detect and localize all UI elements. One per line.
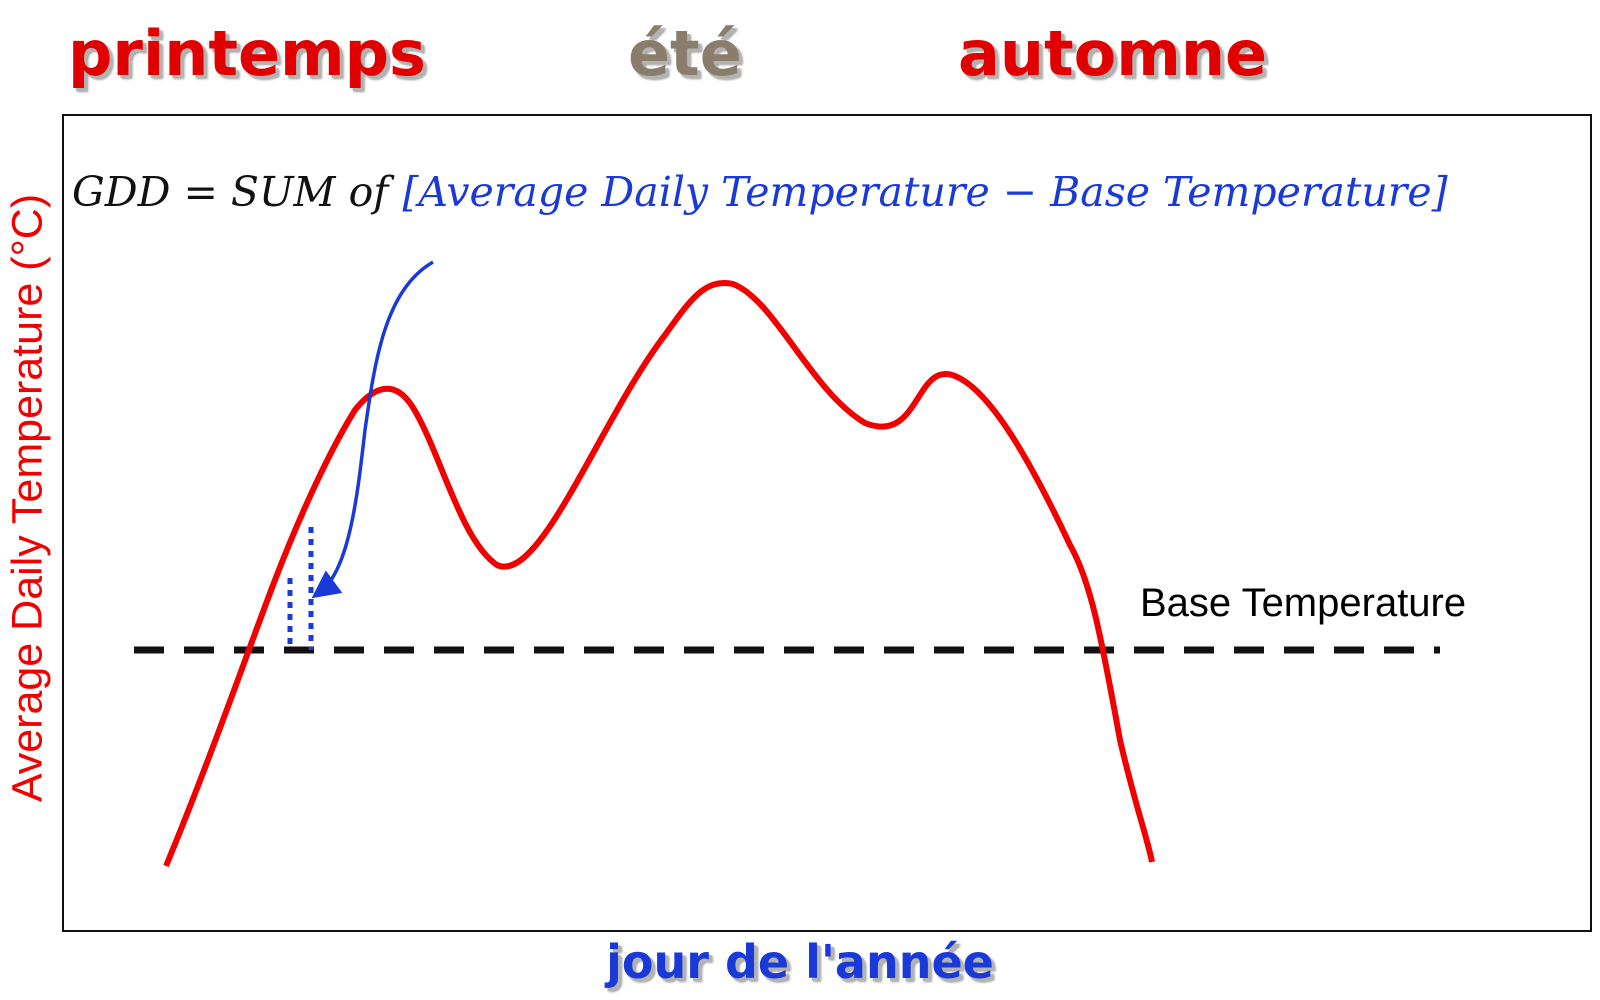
plot-frame [62,114,1592,932]
season-label-summer: été [628,17,742,90]
pointer-arrow [311,260,434,599]
x-axis-title: jour de l'année [606,935,994,989]
formula-bracket-part: [Average Daily Temperature − Base Temper… [402,168,1448,216]
y-axis-title: Average Daily Temperature (°C) [3,193,52,803]
base-temperature-label: Base Temperature [1140,581,1467,625]
temperature-curve [163,280,1155,868]
season-label-spring: printemps [68,17,426,90]
season-label-autumn: automne [958,17,1268,90]
formula-left-part: GDD = SUM of [72,168,389,216]
gdd-formula: GDD = SUM of [Average Daily Temperature −… [72,162,1448,222]
